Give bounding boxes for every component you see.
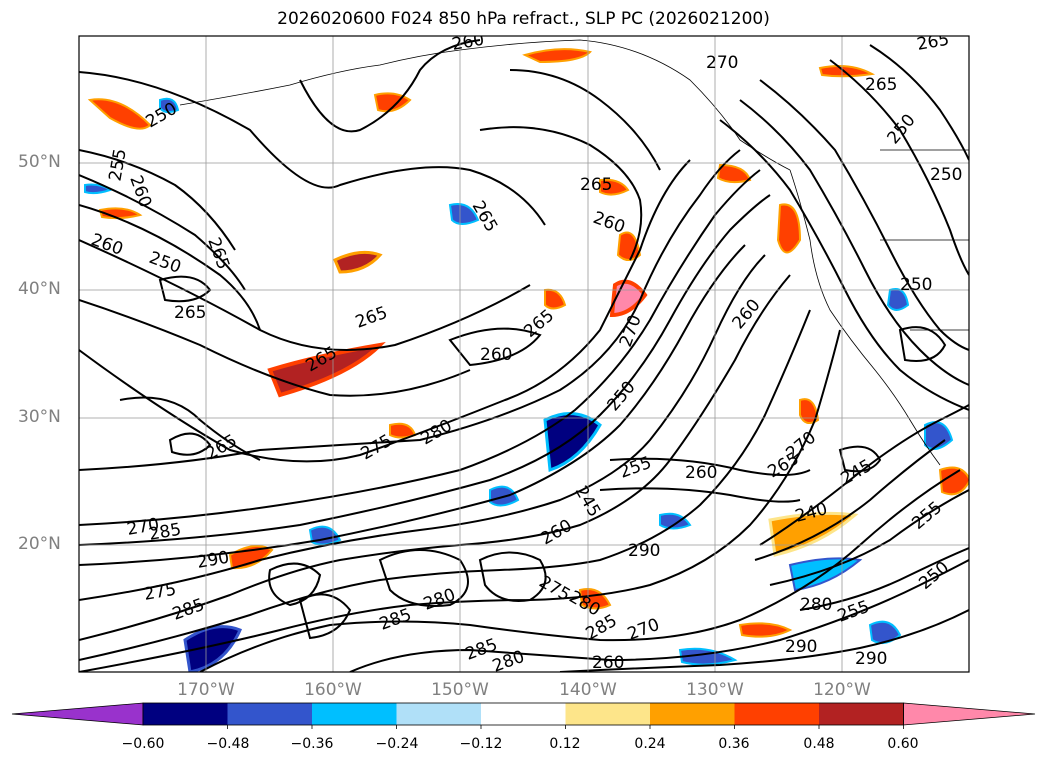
colorbar-tick-label: 0.48	[803, 736, 835, 752]
contour-label: 265	[580, 175, 612, 195]
contour-layer	[79, 39, 969, 672]
lat-label-20n: 20°N	[18, 534, 61, 554]
graticule	[79, 36, 969, 672]
contour-label: 265	[865, 75, 897, 95]
contour-label: 270	[706, 53, 738, 73]
colorbar-tick-label: −0.24	[375, 736, 419, 752]
contour-label: 280	[800, 595, 832, 615]
colorbar-segment	[819, 703, 904, 725]
colorbar-segment	[227, 703, 312, 725]
contour-label: 260	[685, 463, 717, 483]
colorbar-segment	[312, 703, 397, 725]
colorbar	[11, 702, 1036, 729]
lat-label-40n: 40°N	[18, 279, 61, 299]
colorbar-segment	[565, 703, 650, 725]
contour-label: 290	[785, 637, 817, 657]
colorbar-extend-max	[903, 702, 1036, 726]
lon-label-130w: 130°W	[686, 680, 744, 700]
colorbar-tick-label: −0.60	[121, 736, 165, 752]
colorbar-segment	[650, 703, 735, 725]
colorbar-segment	[396, 703, 481, 725]
contour-label: 265	[915, 30, 950, 55]
map-title: 2026020600 F024 850 hPa refract., SLP PC…	[277, 9, 770, 29]
colorbar-segment	[481, 703, 566, 725]
contour-label: 260	[592, 653, 624, 673]
lat-label-50n: 50°N	[18, 152, 61, 172]
colorbar-frame	[142, 702, 904, 726]
colorbar-tick-label: 0.36	[718, 736, 750, 752]
lon-label-150w: 150°W	[431, 680, 489, 700]
colorbar-tick-label: 0.60	[887, 736, 919, 752]
colorbar-tick-label: −0.36	[290, 736, 334, 752]
contour-label: 265	[174, 303, 206, 323]
lon-label-170w: 170°W	[177, 680, 235, 700]
plot-frame	[78, 35, 970, 673]
coastline-layer	[179, 39, 969, 466]
contour-label: 260	[480, 345, 512, 365]
lat-label-30n: 30°N	[18, 407, 61, 427]
contour-label: 250	[900, 275, 932, 295]
colorbar-tick-label: −0.12	[459, 736, 503, 752]
colorbar-tick-label: 0.12	[549, 736, 581, 752]
lon-label-120w: 120°W	[813, 680, 871, 700]
contour-label: 290	[628, 541, 660, 561]
contour-label: 250	[930, 165, 962, 185]
lon-label-140w: 140°W	[559, 680, 617, 700]
contour-label: 290	[855, 649, 887, 669]
contour-label: 260	[450, 30, 485, 55]
colorbar-tick-label: 0.24	[634, 736, 666, 752]
colorbar-extend-min	[11, 702, 144, 726]
colorbar-segment	[143, 703, 228, 725]
lon-label-160w: 160°W	[304, 680, 362, 700]
colorbar-tick-label: −0.48	[206, 736, 250, 752]
colorbar-segment	[734, 703, 819, 725]
